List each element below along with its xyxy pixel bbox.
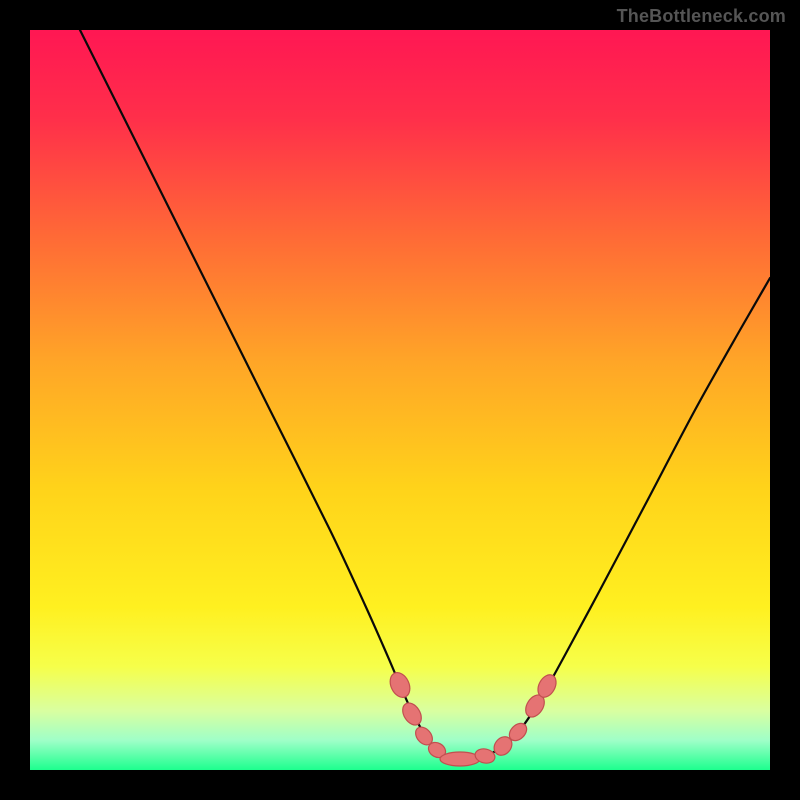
curve-left-branch xyxy=(80,30,460,759)
outer-frame: TheBottleneck.com xyxy=(0,0,800,800)
watermark-text: TheBottleneck.com xyxy=(617,6,786,27)
marker-point xyxy=(399,700,425,729)
curve-layer xyxy=(30,30,770,770)
marker-point xyxy=(440,752,480,766)
marker-point xyxy=(386,669,413,700)
plot-area xyxy=(30,30,770,770)
curve-right-branch xyxy=(460,278,770,759)
